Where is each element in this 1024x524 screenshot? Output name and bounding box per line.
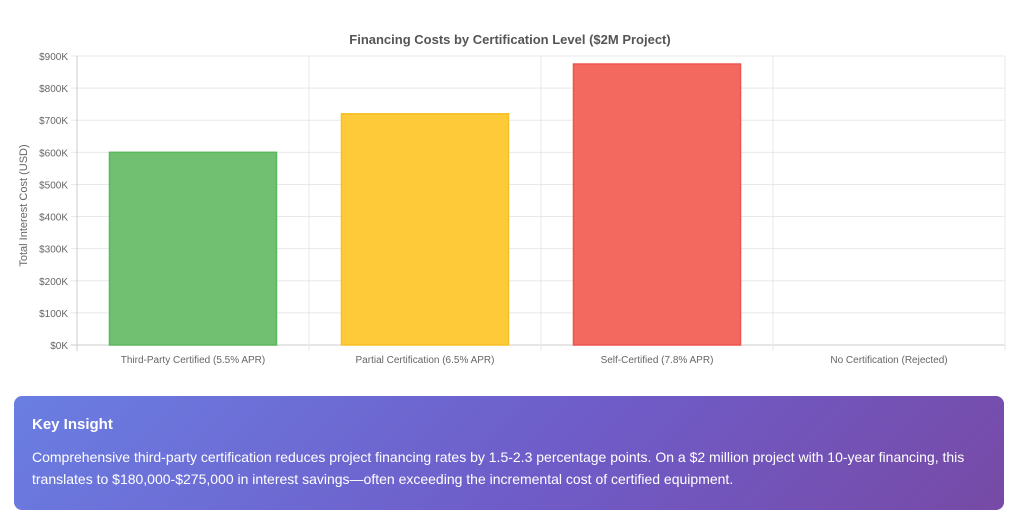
y-tick-label: $100K xyxy=(39,309,68,320)
y-tick-label: $300K xyxy=(39,245,68,256)
x-tick-label: Third-Party Certified (5.5% APR) xyxy=(121,355,266,366)
bar-chart: Financing Costs by Certification Level (… xyxy=(18,32,1006,366)
x-tick-label: Partial Certification (6.5% APR) xyxy=(356,355,495,366)
y-axis-ticks: $0K $100K $200K $300K $400K $500K $600K $700K $8… xyxy=(39,52,68,352)
y-axis-label: Total Interest Cost (USD) xyxy=(18,144,30,266)
y-tick-label: $900K xyxy=(39,52,68,63)
chart-title: Financing Costs by Certification Level (… xyxy=(349,32,670,47)
y-tick-label: $200K xyxy=(39,277,68,288)
y-tick-label: $500K xyxy=(39,180,68,191)
key-insight-text: Comprehensive third-party certification … xyxy=(32,449,965,487)
x-tick-label: Self-Certified (7.8% APR) xyxy=(601,355,714,366)
y-tick-label: $800K xyxy=(39,84,68,95)
bar[interactable] xyxy=(340,113,510,346)
y-tick-label: $700K xyxy=(39,116,68,127)
x-axis-ticks: Third-Party Certified (5.5% APR) Partial … xyxy=(121,355,948,366)
bar[interactable] xyxy=(108,151,278,346)
y-tick-label: $600K xyxy=(39,148,68,159)
x-tick-label: No Certification (Rejected) xyxy=(830,355,947,366)
key-insight-title: Key Insight xyxy=(32,416,113,433)
y-tick-label: $0K xyxy=(50,341,68,352)
y-tick-label: $400K xyxy=(39,213,68,224)
bar[interactable] xyxy=(572,63,742,346)
key-insight-panel: Key Insight Comprehensive third-party ce… xyxy=(14,396,1004,510)
chart-container: Financing Costs by Certification Level (… xyxy=(18,32,1006,366)
bars xyxy=(108,63,742,346)
